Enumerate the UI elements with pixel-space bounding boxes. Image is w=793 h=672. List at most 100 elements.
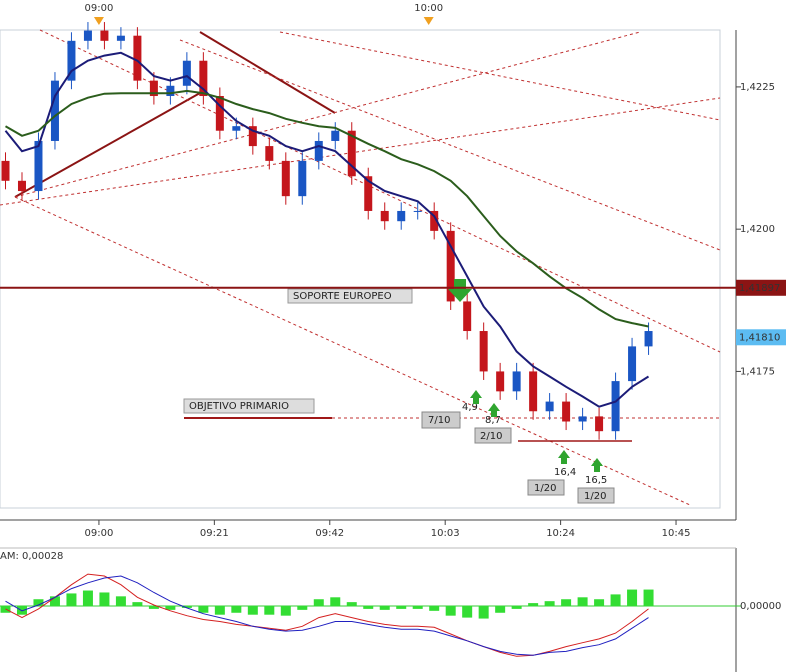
x-tick-label: 10:03 <box>431 528 460 539</box>
candle-body <box>512 371 521 392</box>
histogram-bar <box>313 599 324 606</box>
moving-average <box>4 89 649 328</box>
histogram-bar <box>297 606 308 610</box>
candle-body <box>199 60 208 97</box>
candle-body <box>281 160 290 197</box>
candle-body <box>529 371 538 412</box>
indicator-line <box>5 575 649 656</box>
annotation: SOPORTE EUROPEO <box>293 291 392 302</box>
arrow-up <box>470 390 482 404</box>
candle-body <box>1 160 10 181</box>
histogram-bar <box>643 589 654 606</box>
candle-body <box>430 210 439 231</box>
y-tick-label: 1,4200 <box>740 224 775 235</box>
histogram-bar <box>264 606 275 615</box>
candle-body <box>496 371 505 392</box>
time-marker-label: 09:00 <box>85 3 114 14</box>
level-tag <box>736 279 786 296</box>
label-box <box>527 479 565 496</box>
candle-body <box>182 60 191 86</box>
histogram-bar <box>610 594 621 606</box>
candle-body <box>595 416 604 432</box>
annotation: OBJETIVO PRIMARIO <box>189 401 289 412</box>
time-marker <box>93 17 104 25</box>
histogram-bar <box>115 596 126 606</box>
indicator-title: AM: 0,00028 <box>0 551 63 562</box>
time-marker-label: 10:00 <box>414 3 443 14</box>
candle-body <box>446 230 455 302</box>
arrow-down <box>448 279 472 302</box>
histogram-bar <box>148 606 159 609</box>
label-box <box>474 427 512 444</box>
histogram-bar <box>594 599 605 606</box>
candle-body <box>83 30 92 41</box>
histogram-bar <box>478 606 489 619</box>
candle-body <box>545 401 554 412</box>
trend-drawings <box>0 29 721 506</box>
annotation: 1/20 <box>584 491 606 502</box>
histogram-bar <box>165 606 176 610</box>
annotation: 16,4 <box>554 467 576 478</box>
label-box <box>287 288 413 304</box>
series-layer <box>1 22 653 440</box>
trend-line <box>39 29 721 353</box>
candle-body <box>232 126 241 131</box>
annotation: 4,9 <box>462 402 478 413</box>
y-tick-label: 1,4225 <box>740 82 775 93</box>
trend-line <box>279 31 721 121</box>
histogram-bar <box>330 597 341 606</box>
plot-frame <box>0 29 721 509</box>
candle-body <box>380 210 389 222</box>
arrow-up <box>558 450 570 464</box>
candle-body <box>248 126 257 147</box>
histogram-bar <box>346 602 357 606</box>
y2-tick-label: 0,00000 <box>740 601 781 612</box>
histogram-bar <box>412 606 423 609</box>
histogram-bar <box>379 606 390 610</box>
candle-body <box>215 96 224 131</box>
arrow-up <box>488 403 500 417</box>
histogram-bar <box>429 606 440 611</box>
candle-body <box>628 346 637 382</box>
histogram-bar <box>66 593 77 606</box>
y-tick-label: 1,4175 <box>740 366 775 377</box>
candle-body <box>116 35 125 41</box>
candle-body <box>298 160 307 197</box>
annotation: 8,7 <box>485 415 501 426</box>
candle-body <box>50 80 59 141</box>
histogram-bar <box>247 606 258 615</box>
candle-body <box>166 85 175 97</box>
label-box <box>183 398 315 414</box>
candle-body <box>314 140 323 161</box>
candle-body <box>17 180 26 192</box>
arrow-up <box>591 458 603 472</box>
indicator-line <box>5 573 649 657</box>
label-box <box>577 487 615 504</box>
histogram-bar <box>181 606 192 608</box>
candle-body <box>413 210 422 212</box>
annotation: 7/10 <box>428 415 450 426</box>
candle-body <box>265 146 274 161</box>
x-tick-label: 09:00 <box>85 528 114 539</box>
histogram-bar <box>495 606 506 613</box>
histogram-bar <box>49 596 60 606</box>
histogram-bar <box>511 606 522 609</box>
candle-body <box>562 401 571 422</box>
histogram-bar <box>363 606 374 609</box>
histogram-bar <box>99 592 110 606</box>
candle-body <box>100 30 109 41</box>
candle-body <box>331 130 340 141</box>
histogram-bar <box>577 597 588 606</box>
time-marker <box>423 17 434 25</box>
annotation: 2/10 <box>480 431 502 442</box>
histogram-bar <box>544 601 555 606</box>
histogram-bar <box>627 589 638 606</box>
x-tick-label: 09:21 <box>200 528 229 539</box>
x-tick-label: 10:24 <box>546 528 575 539</box>
candle-body <box>364 176 373 211</box>
candle-body <box>578 416 587 422</box>
candle-body <box>34 140 43 192</box>
histogram-bar <box>231 606 242 613</box>
candle-body <box>67 40 76 81</box>
